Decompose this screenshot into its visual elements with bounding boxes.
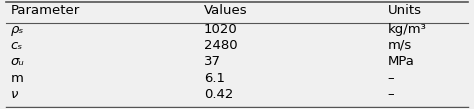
Text: ν: ν: [11, 88, 18, 101]
Text: 1020: 1020: [204, 22, 238, 36]
Text: Units: Units: [388, 4, 422, 17]
Text: MPa: MPa: [388, 55, 415, 68]
Text: m/s: m/s: [388, 39, 412, 52]
Text: Values: Values: [204, 4, 247, 17]
Text: 6.1: 6.1: [204, 72, 225, 85]
Text: 0.42: 0.42: [204, 88, 233, 101]
Text: –: –: [388, 88, 394, 101]
Text: cₛ: cₛ: [11, 39, 23, 52]
Text: σᵤ: σᵤ: [11, 55, 25, 68]
Text: 37: 37: [204, 55, 221, 68]
Text: Parameter: Parameter: [11, 4, 80, 17]
Text: m: m: [11, 72, 24, 85]
Text: kg/m³: kg/m³: [388, 22, 427, 36]
Text: ρₛ: ρₛ: [11, 22, 24, 36]
Text: 2480: 2480: [204, 39, 237, 52]
Text: –: –: [388, 72, 394, 85]
